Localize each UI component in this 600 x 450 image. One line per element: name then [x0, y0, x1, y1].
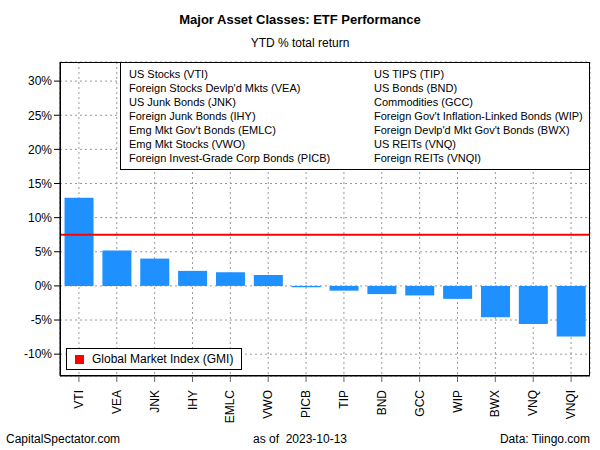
html-text:Commodities (GCC): Commodities (GCC)	[374, 96, 473, 108]
svg-text:VTI: VTI	[72, 390, 86, 409]
svg-text:IHY: IHY	[186, 390, 200, 410]
html-text:US REITs (VNQ): US REITs (VNQ)	[374, 138, 456, 150]
html-text:Foreign REITs (VNQI): Foreign REITs (VNQI)	[374, 152, 481, 164]
svg-text:-5%: -5%	[31, 313, 53, 327]
svg-text:25%: 25%	[28, 109, 52, 123]
svg-text:PICB: PICB	[299, 390, 313, 418]
svg-text:20%: 20%	[28, 143, 52, 157]
html-text:US Junk Bonds (JNK): US Junk Bonds (JNK)	[129, 96, 236, 108]
html-text:Global Market Index (GMI): Global Market Index (GMI)	[92, 352, 234, 366]
html-text:Foreign Junk Bonds (IHY): Foreign Junk Bonds (IHY)	[129, 110, 256, 122]
svg-text:0%: 0%	[35, 279, 53, 293]
svg-text:JNK: JNK	[148, 390, 162, 413]
html-text:US Stocks (VTI): US Stocks (VTI)	[129, 68, 208, 80]
svg-text:BWX: BWX	[488, 390, 502, 417]
html-text:Foreign Stocks Devlp'd Mkts (V: Foreign Stocks Devlp'd Mkts (VEA)	[129, 82, 301, 94]
svg-text:VWO: VWO	[261, 390, 275, 419]
html-text:Foreign Devlp'd Mkt Gov't Bond: Foreign Devlp'd Mkt Gov't Bonds (BWX)	[374, 124, 570, 136]
svg-text:TIP: TIP	[337, 390, 351, 409]
html-text:Data: Tiingo.com: Data: Tiingo.com	[500, 432, 590, 446]
svg-text:WIP: WIP	[451, 390, 465, 413]
html-text:Foreign Invest-Grade Corp Bond: Foreign Invest-Grade Corp Bonds (PICB)	[129, 152, 331, 164]
html-text:YTD % total return: YTD % total return	[250, 36, 350, 50]
html-text:Emg Mkt Gov't Bonds (EMLC): Emg Mkt Gov't Bonds (EMLC)	[129, 124, 276, 136]
svg-text:GCC: GCC	[413, 390, 427, 417]
html-text:Major Asset Classes: ETF Perfo: Major Asset Classes: ETF Performance	[179, 12, 421, 27]
html-text:Emg Mkt Stocks (VWO): Emg Mkt Stocks (VWO)	[129, 138, 246, 150]
svg-text:VNQ: VNQ	[526, 390, 540, 416]
svg-text:30%: 30%	[28, 74, 52, 88]
html-text:CapitalSpectator.com: CapitalSpectator.com	[6, 432, 121, 446]
svg-text:VEA: VEA	[110, 390, 124, 414]
svg-text:-10%: -10%	[24, 347, 52, 361]
svg-text:BND: BND	[375, 390, 389, 416]
html-text:as of 2023-10-13: as of 2023-10-13	[253, 432, 347, 446]
svg-text:EMLC: EMLC	[223, 390, 237, 424]
html-text:Foreign Gov't Inflation-Linked: Foreign Gov't Inflation-Linked Bonds (WI…	[374, 110, 583, 122]
html-text:US TIPS (TIP): US TIPS (TIP)	[374, 68, 445, 80]
svg-text:VNQI: VNQI	[564, 390, 578, 419]
svg-text:15%: 15%	[28, 177, 52, 191]
html-text:US Bonds (BND): US Bonds (BND)	[374, 82, 458, 94]
svg-text:10%: 10%	[28, 211, 52, 225]
svg-text:5%: 5%	[35, 245, 53, 259]
